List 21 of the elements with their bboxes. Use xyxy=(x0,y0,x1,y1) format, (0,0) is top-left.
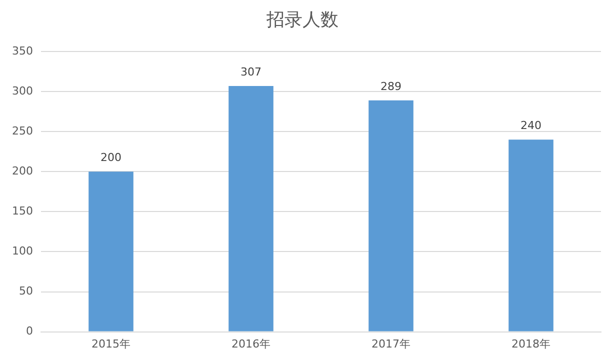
y-tick-label: 200 xyxy=(12,164,33,178)
y-tick-label: 300 xyxy=(12,84,33,98)
y-tick-label: 50 xyxy=(18,284,33,298)
bar xyxy=(228,86,274,332)
data-label: 240 xyxy=(520,119,542,132)
y-tick-label: 250 xyxy=(12,124,33,138)
y-tick-label: 0 xyxy=(26,324,33,338)
chart-title: 招录人数 xyxy=(266,9,338,30)
y-tick-label: 100 xyxy=(12,244,33,258)
bar xyxy=(508,140,554,332)
data-label: 289 xyxy=(380,80,402,93)
bar xyxy=(368,100,414,332)
x-tick-label: 2015年 xyxy=(91,337,130,350)
y-tick-label: 150 xyxy=(12,204,33,218)
data-label: 200 xyxy=(100,151,122,164)
bar xyxy=(88,172,134,332)
x-tick-label: 2017年 xyxy=(372,337,410,350)
x-tick-label: 2018年 xyxy=(512,337,550,350)
x-tick-label: 2016年 xyxy=(231,337,270,350)
data-label: 307 xyxy=(240,65,262,78)
y-tick-label: 350 xyxy=(12,44,33,58)
